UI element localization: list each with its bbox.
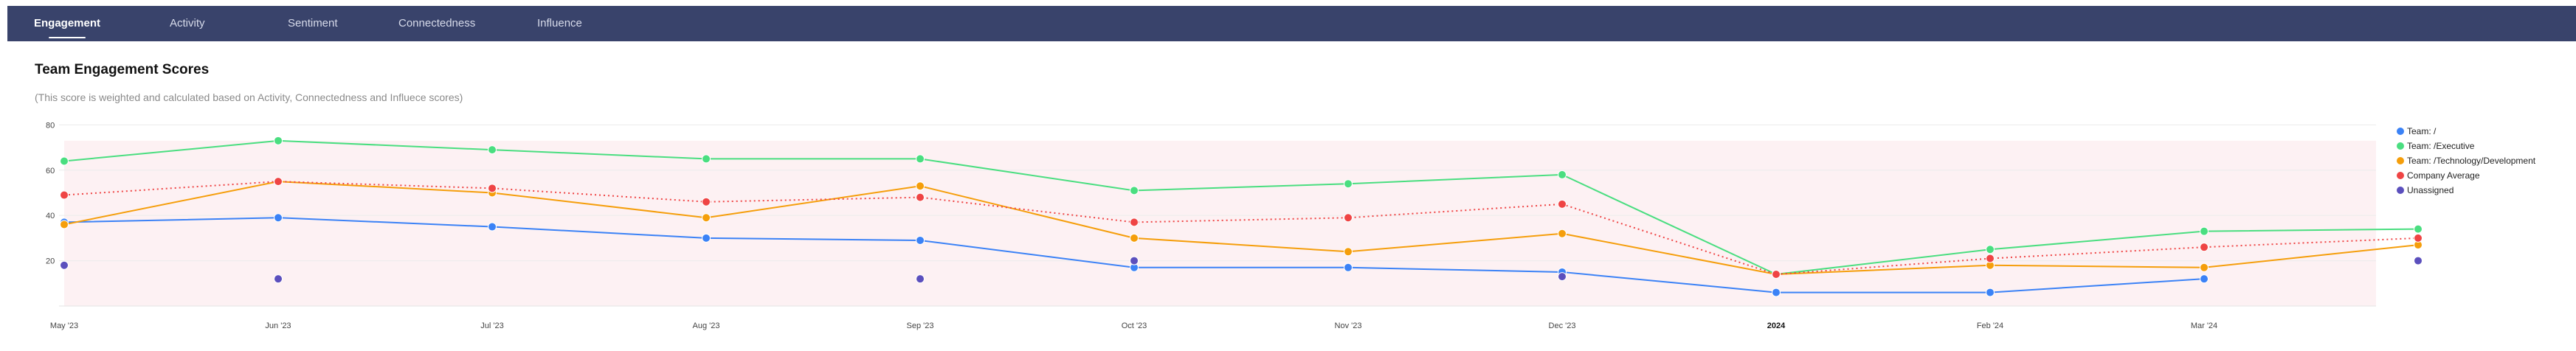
data-point: [1344, 247, 1353, 257]
x-tick-label: Dec '23: [1549, 322, 1576, 330]
legend-swatch: [2397, 142, 2404, 150]
data-point: [60, 220, 69, 229]
x-tick-label: 2024: [1767, 322, 1786, 330]
data-point: [702, 213, 711, 223]
data-point: [274, 213, 283, 223]
tab-connectedness[interactable]: Connectedness: [398, 6, 475, 41]
x-tick-label: Jun '23: [265, 322, 291, 330]
legend-swatch: [2397, 157, 2404, 164]
data-point: [1558, 170, 1567, 179]
legend-label: Team: /Executive: [2407, 141, 2475, 151]
tab-label: Activity: [170, 17, 205, 29]
data-point: [1986, 254, 1995, 263]
data-point: [1558, 199, 1567, 209]
legend-label: Team: /Technology/Development: [2407, 156, 2536, 166]
x-tick-label: Sep '23: [907, 322, 934, 330]
data-point: [916, 154, 925, 164]
top-navigation: Engagement Activity Sentiment Connectedn…: [7, 6, 2576, 41]
legend-item[interactable]: Company Average: [2397, 168, 2535, 183]
y-tick-label: 20: [46, 257, 55, 266]
data-point: [916, 192, 925, 202]
data-point: [2414, 233, 2423, 243]
data-point: [702, 154, 711, 164]
data-point: [1986, 245, 1995, 254]
data-point: [1558, 229, 1567, 238]
data-point: [916, 274, 925, 284]
x-tick-label: Jul '23: [480, 322, 503, 330]
series-line-1: [63, 139, 2419, 276]
data-point: [1130, 186, 1139, 195]
data-point: [1130, 233, 1139, 243]
y-tick-label: 60: [46, 167, 55, 176]
data-point: [488, 145, 497, 155]
tab-label: Sentiment: [288, 17, 338, 29]
tab-activity[interactable]: Activity: [170, 6, 205, 41]
tab-label: Connectedness: [398, 17, 476, 29]
data-point: [1772, 288, 1781, 297]
data-point: [2200, 274, 2209, 284]
legend-item[interactable]: Team: /Executive: [2397, 139, 2535, 153]
data-point: [488, 222, 497, 232]
legend-swatch: [2397, 187, 2404, 194]
tab-influence[interactable]: Influence: [537, 6, 582, 41]
data-point: [274, 136, 283, 145]
legend-swatch: [2397, 128, 2404, 135]
data-point: [1130, 256, 1139, 265]
data-point: [702, 197, 711, 206]
data-point: [2414, 224, 2423, 234]
engagement-line-chart: 20 40 60 80 May '23 Jun '23 Jul '23 Aug '23 Sep …: [46, 121, 2423, 330]
data-point: [2200, 263, 2209, 272]
data-point: [60, 260, 69, 270]
data-point: [2414, 256, 2423, 265]
data-point: [1986, 288, 1995, 297]
data-point: [60, 190, 69, 200]
legend-item[interactable]: Unassigned: [2397, 183, 2535, 198]
plot-area-shade: [64, 140, 2376, 306]
legend-swatch: [2397, 172, 2404, 179]
tab-sentiment[interactable]: Sentiment: [288, 6, 338, 41]
data-point: [488, 184, 497, 193]
x-tick-label: Feb '24: [1977, 322, 2003, 330]
page-title: Team Engagement Scores: [35, 62, 210, 77]
tab-label: Engagement: [34, 17, 101, 29]
data-point: [702, 233, 711, 243]
legend-label: Team: /: [2407, 126, 2437, 136]
page-subtitle: (This score is weighted and calculated b…: [35, 91, 463, 103]
y-tick-label: 40: [46, 212, 55, 220]
data-point: [2200, 226, 2209, 236]
x-tick-label: May '23: [50, 322, 78, 330]
data-point: [1130, 218, 1139, 227]
data-point: [916, 181, 925, 191]
data-point: [1344, 263, 1353, 272]
data-point: [916, 235, 925, 245]
active-tab-indicator: [49, 37, 86, 38]
tab-label: Influence: [537, 17, 582, 29]
legend-item[interactable]: Team: /: [2397, 124, 2535, 139]
data-point: [274, 274, 283, 284]
data-point: [1558, 272, 1567, 282]
legend-label: Unassigned: [2407, 185, 2454, 195]
legend-label: Company Average: [2407, 170, 2480, 181]
data-point: [274, 177, 283, 187]
data-point: [1772, 270, 1781, 279]
chart-legend: Team: / Team: /Executive Team: /Technology…: [2397, 124, 2535, 198]
x-tick-label: Nov '23: [1335, 322, 1362, 330]
data-point: [1344, 179, 1353, 189]
data-point: [60, 156, 69, 166]
series-line-2: [63, 181, 2419, 276]
legend-item[interactable]: Team: /Technology/Development: [2397, 153, 2535, 168]
y-tick-label: 80: [46, 121, 55, 130]
x-tick-label: Aug '23: [693, 322, 720, 330]
data-point: [2200, 243, 2209, 252]
x-tick-label: Mar '24: [2191, 322, 2217, 330]
x-tick-label: Oct '23: [1122, 322, 1147, 330]
data-point: [1344, 213, 1353, 223]
tab-engagement[interactable]: Engagement: [34, 6, 100, 41]
